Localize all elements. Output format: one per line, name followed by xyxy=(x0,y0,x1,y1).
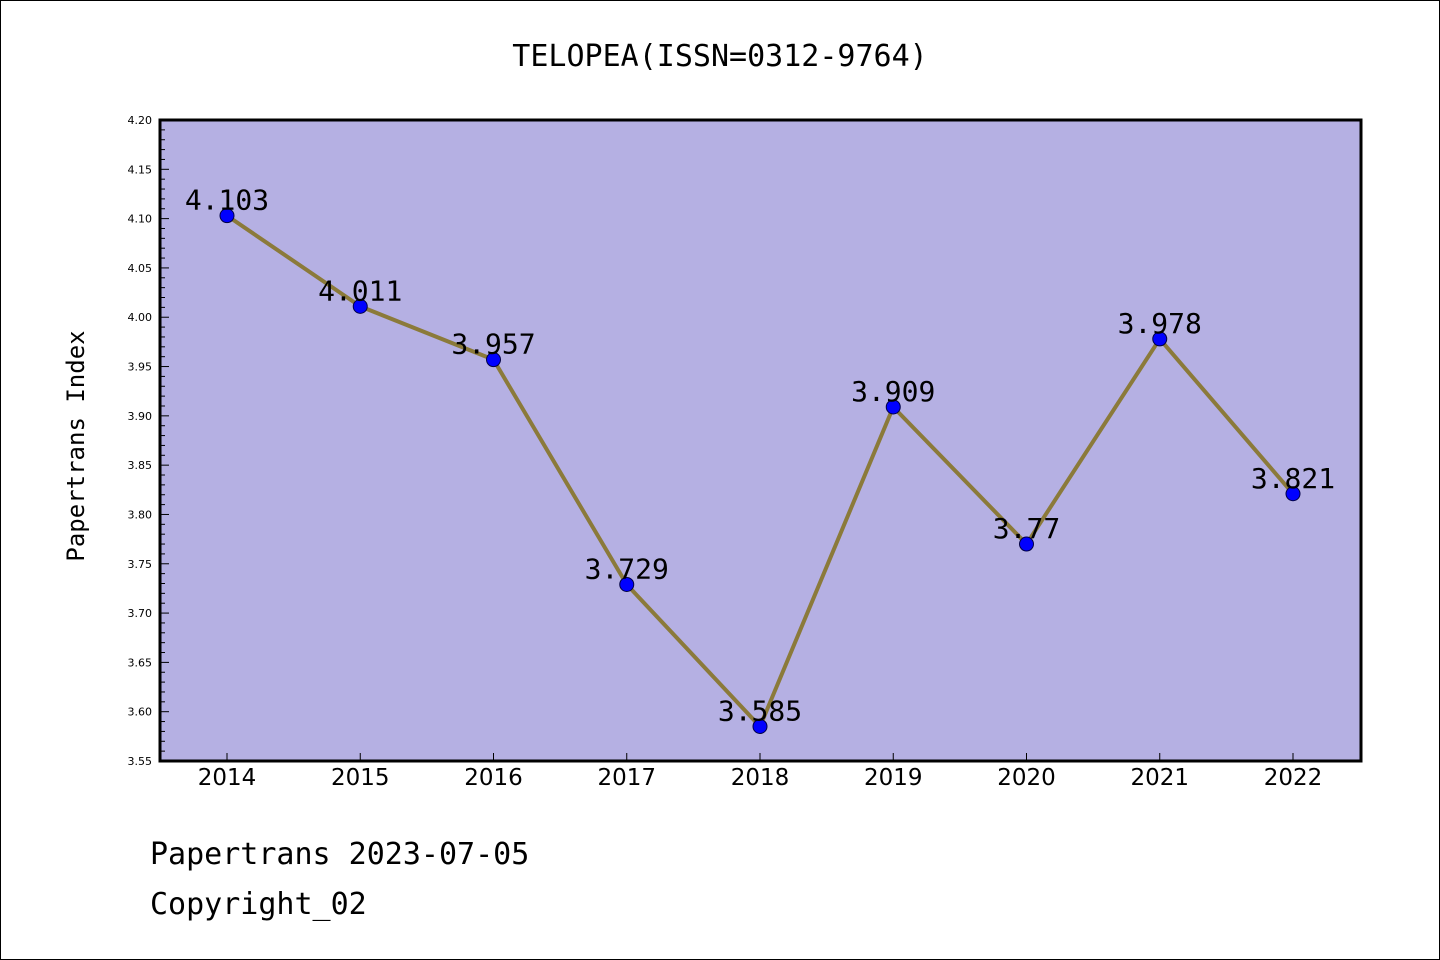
y-tick-label: 4.05 xyxy=(128,262,153,275)
plot-area xyxy=(160,120,1361,761)
y-tick-label: 4.20 xyxy=(128,114,153,127)
x-tick-label: 2015 xyxy=(331,765,390,791)
y-tick-label: 3.70 xyxy=(128,607,153,620)
data-label: 3.821 xyxy=(1251,462,1335,495)
x-tick-label: 2021 xyxy=(1130,765,1189,791)
y-tick-label: 3.80 xyxy=(128,508,153,521)
y-tick-label: 4.15 xyxy=(128,163,153,176)
data-point xyxy=(619,576,635,592)
y-tick-label: 3.60 xyxy=(128,706,153,719)
x-tick-label: 2016 xyxy=(464,765,523,791)
data-point xyxy=(1285,486,1301,502)
x-tick-label: 2014 xyxy=(198,765,257,791)
x-tick-label: 2020 xyxy=(997,765,1056,791)
y-tick-label: 4.10 xyxy=(128,213,153,226)
series-layer: 4.103 4.011 3.957 3.729 3.585 3.909 3.77 3.978 3… xyxy=(185,184,1335,734)
data-point xyxy=(1019,536,1034,552)
data-label: 4.103 xyxy=(185,184,269,217)
y-axis-ticks: 3.55 3.60 3.65 3.70 3.75 3.80 3.85 3.90 3.95 4.00… xyxy=(128,114,169,768)
x-axis-ticks: 2014 2015 2016 2017 2018 2019 2020 2021 2022 xyxy=(198,753,1323,791)
plot-border xyxy=(158,118,1363,763)
y-tick-label: 3.95 xyxy=(128,361,153,374)
y-axis-label: Papertrans Index xyxy=(62,330,90,561)
y-tick-label: 3.65 xyxy=(128,656,153,669)
y-tick-label: 4.00 xyxy=(128,311,153,324)
y-tick-label: 3.75 xyxy=(128,558,153,571)
data-point xyxy=(352,298,368,314)
data-point xyxy=(219,208,235,224)
x-tick-label: 2022 xyxy=(1264,765,1323,791)
data-label: 3.978 xyxy=(1118,307,1202,340)
data-label: 3.729 xyxy=(585,552,669,585)
chart-title: TELOPEA(ISSN=0312-9764) xyxy=(512,39,927,74)
y-tick-label: 3.90 xyxy=(128,410,153,423)
footer-date: Papertrans 2023-07-05 xyxy=(150,837,529,872)
data-label: 3.957 xyxy=(451,328,535,361)
x-tick-label: 2019 xyxy=(864,765,923,791)
data-point xyxy=(486,352,501,368)
x-tick-label: 2018 xyxy=(731,765,790,791)
footer-copyright: Copyright_02 xyxy=(150,887,367,922)
y-tick-label: 3.55 xyxy=(128,755,153,768)
data-label: 3.77 xyxy=(993,512,1060,545)
data-point xyxy=(1152,331,1168,347)
data-label: 3.585 xyxy=(718,694,802,727)
data-point xyxy=(752,718,768,734)
data-label: 4.011 xyxy=(318,274,402,307)
data-point xyxy=(885,399,901,415)
x-tick-label: 2017 xyxy=(597,765,656,791)
data-label: 3.909 xyxy=(851,375,935,408)
y-tick-label: 3.85 xyxy=(128,459,153,472)
